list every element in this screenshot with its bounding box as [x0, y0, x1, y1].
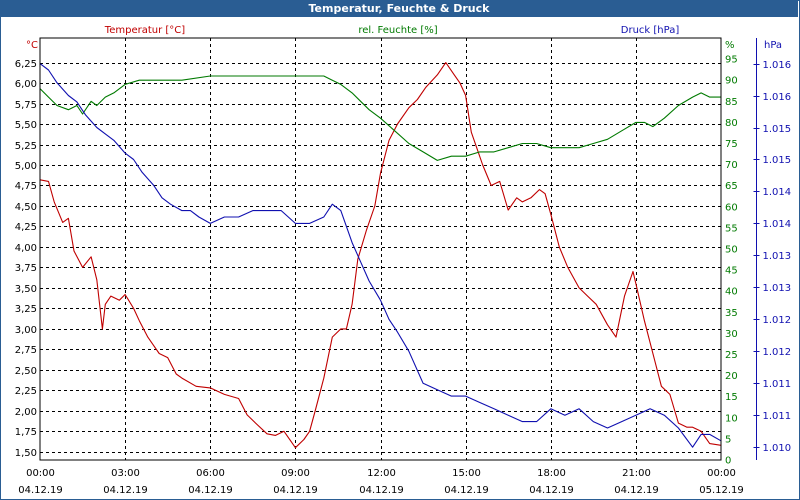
- temperature-tick-label: 5,25: [15, 141, 37, 152]
- x-tick-time: 00:00: [26, 468, 55, 479]
- humidity-tick-label: 45: [725, 266, 738, 277]
- temperature-tick-label: 6,25: [15, 59, 37, 70]
- x-tick-time: 12:00: [367, 468, 396, 479]
- x-tick-date: 04.12.19: [614, 485, 659, 496]
- x-tick-date: 04.12.19: [359, 485, 404, 496]
- x-tick-date: 05.12.19: [699, 485, 744, 496]
- humidity-tick-label: 60: [725, 202, 738, 213]
- series-line-temperature: [39, 62, 722, 449]
- pressure-tick-label: 1.015: [763, 124, 792, 135]
- pressure-tick-label: 1.014: [763, 219, 792, 230]
- temperature-tick-label: 4,25: [15, 222, 37, 233]
- temperature-tick-label: 4,00: [15, 243, 37, 254]
- humidity-tick-label: 15: [725, 392, 738, 403]
- pressure-tick-label: 1.011: [763, 379, 792, 390]
- x-tick-time: 09:00: [281, 468, 310, 479]
- temperature-tick-label: 4,75: [15, 181, 37, 192]
- temperature-tick-label: 1,50: [15, 448, 37, 459]
- legend-pressure: Druck [hPa]: [621, 25, 680, 36]
- x-tick-time: 06:00: [196, 468, 225, 479]
- temperature-tick-label: 5,50: [15, 120, 37, 131]
- x-tick-date: 04.12.19: [103, 485, 148, 496]
- temperature-tick-label: 2,00: [15, 407, 37, 418]
- humidity-tick-label: 70: [725, 160, 738, 171]
- temperature-tick-label: 6,00: [15, 79, 37, 90]
- temperature-tick-label: 1,75: [15, 427, 37, 438]
- series-lines: [39, 62, 722, 449]
- x-tick-date: 04.12.19: [444, 485, 489, 496]
- x-tick-date: 04.12.19: [273, 485, 318, 496]
- series-line-humidity: [39, 75, 721, 161]
- humidity-tick-label: 10: [725, 413, 738, 424]
- humidity-tick-label: 30: [725, 329, 738, 340]
- temperature-tick-label: 4,50: [15, 202, 37, 213]
- temperature-tick-label: 5,00: [15, 161, 37, 172]
- humidity-tick-label: 85: [725, 97, 738, 108]
- humidity-tick-label: 0: [725, 456, 731, 467]
- x-tick-date: 04.12.19: [529, 485, 574, 496]
- axis-labels: 6,25 6,00 5,75 5,50 5,25 5,00 4,75 4,50 4,25 4,00…: [15, 25, 791, 496]
- x-tick-date: 04.12.19: [188, 485, 233, 496]
- pressure-tick-label: 1.014: [763, 187, 792, 198]
- series-line-pressure: [39, 63, 722, 448]
- temperature-tick-label: 3,00: [15, 325, 37, 336]
- x-tick-time: 00:00: [707, 468, 736, 479]
- pressure-tick-label: 1.011: [763, 411, 792, 422]
- axes: [39, 37, 760, 461]
- pressure-unit-label: hPa: [764, 40, 782, 51]
- temperature-tick-label: 3,50: [15, 284, 37, 295]
- pressure-tick-label: 1.010: [763, 443, 792, 454]
- x-tick-time: 18:00: [537, 468, 566, 479]
- temperature-tick-label: 3,25: [15, 304, 37, 315]
- humidity-tick-label: 20: [725, 371, 738, 382]
- humidity-tick-label: 80: [725, 118, 738, 129]
- pressure-tick-label: 1.012: [763, 315, 792, 326]
- legend-humidity: rel. Feuchte [%]: [358, 25, 437, 36]
- humidity-unit-label: %: [725, 40, 735, 51]
- legend-temperature: Temperatur [°C]: [104, 25, 185, 36]
- temperature-unit-label: °C: [26, 40, 38, 51]
- temperature-tick-label: 2,75: [15, 345, 37, 356]
- humidity-tick-label: 25: [725, 350, 738, 361]
- temperature-tick-label: 2,50: [15, 366, 37, 377]
- humidity-tick-label: 5: [725, 434, 731, 445]
- pressure-tick-label: 1.015: [763, 155, 792, 166]
- temperature-tick-label: 2,25: [15, 386, 37, 397]
- temperature-tick-label: 3,75: [15, 263, 37, 274]
- plot-border: [39, 37, 722, 461]
- pressure-tick-label: 1.016: [763, 60, 792, 71]
- x-tick-time: 03:00: [111, 468, 140, 479]
- humidity-tick-label: 95: [725, 55, 738, 66]
- humidity-tick-label: 75: [725, 139, 738, 150]
- pressure-tick-label: 1.013: [763, 283, 792, 294]
- humidity-tick-label: 40: [725, 287, 738, 298]
- pressure-tick-label: 1.016: [763, 92, 792, 103]
- grid-lines: [40, 38, 721, 460]
- pressure-tick-label: 1.012: [763, 347, 792, 358]
- humidity-tick-label: 55: [725, 223, 738, 234]
- humidity-tick-label: 90: [725, 76, 738, 87]
- pressure-tick-label: 1.013: [763, 251, 792, 262]
- humidity-tick-label: 65: [725, 181, 738, 192]
- x-tick-time: 21:00: [622, 468, 651, 479]
- humidity-tick-label: 50: [725, 245, 738, 256]
- x-tick-date: 04.12.19: [18, 485, 63, 496]
- x-tick-time: 15:00: [452, 468, 481, 479]
- humidity-tick-label: 35: [725, 308, 738, 319]
- chart-title: Temperatur, Feuchte & Druck: [0, 0, 798, 17]
- temperature-tick-label: 5,75: [15, 100, 37, 111]
